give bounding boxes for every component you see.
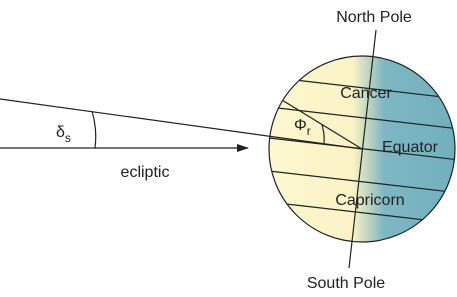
diagram: North Pole South Pole Cancer Equator Cap… [0,0,457,297]
equator-label: Equator [382,139,439,156]
delta-arc [92,111,96,148]
ecliptic-label: ecliptic [121,164,170,181]
delta-label: δs [56,124,71,145]
capricorn-label: Capricorn [335,192,404,209]
north-pole-label: North Pole [336,9,412,26]
cancer-label: Cancer [340,85,392,102]
south-pole-label: South Pole [307,275,385,292]
phi-symbol: Φ [294,117,307,134]
delta-subscript: s [65,131,71,145]
phi-subscript: r [307,124,311,138]
delta-symbol: δ [56,124,65,141]
